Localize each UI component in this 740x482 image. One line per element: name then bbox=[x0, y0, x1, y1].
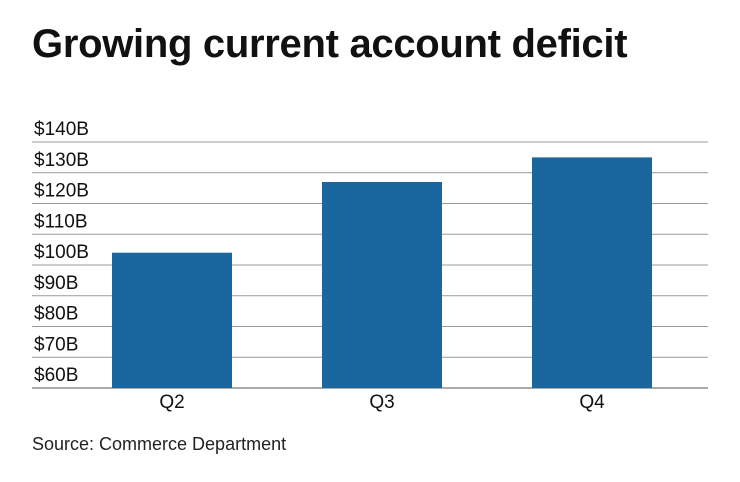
x-tick-label: Q3 bbox=[369, 392, 394, 413]
y-tick-label: $110B bbox=[34, 211, 88, 232]
y-tick-label: $80B bbox=[34, 304, 78, 325]
chart-title: Growing current account deficit bbox=[32, 22, 628, 66]
y-tick-label: $90B bbox=[34, 273, 78, 294]
y-tick-label: $70B bbox=[34, 334, 78, 355]
y-tick-label: $130B bbox=[34, 150, 89, 171]
bar-q2 bbox=[112, 252, 232, 388]
bars bbox=[112, 157, 652, 388]
x-axis-tick-labels: Q2 Q3 Q4 bbox=[159, 392, 605, 413]
y-tick-label: $100B bbox=[34, 242, 89, 263]
x-tick-label: Q2 bbox=[159, 392, 184, 413]
bar-q4 bbox=[532, 157, 652, 388]
y-tick-label: $60B bbox=[34, 365, 78, 386]
y-tick-label: $140B bbox=[34, 119, 89, 140]
y-axis-tick-labels: $60B $70B $80B $90B $100B $110B $120B $130B $140… bbox=[34, 119, 89, 386]
bar-q3 bbox=[322, 181, 442, 388]
source-note: Source: Commerce Department bbox=[32, 434, 287, 454]
y-tick-label: $120B bbox=[34, 181, 89, 202]
x-tick-label: Q4 bbox=[579, 392, 605, 413]
